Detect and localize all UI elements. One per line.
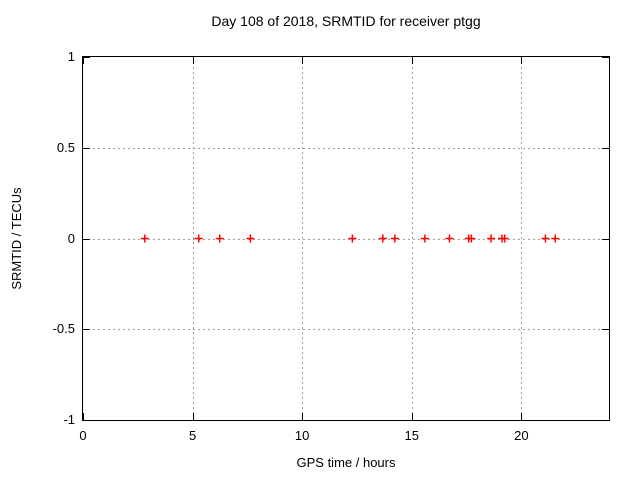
data-point-marker <box>420 234 429 243</box>
data-point-marker <box>445 234 454 243</box>
data-point-marker <box>246 234 255 243</box>
data-point-marker <box>140 234 149 243</box>
y-tick-label: 0 <box>67 230 75 246</box>
data-point-marker <box>551 234 560 243</box>
data-point-marker <box>541 234 550 243</box>
x-tick-label: 10 <box>294 428 310 443</box>
data-point-marker <box>215 234 224 243</box>
data-point-marker <box>390 234 399 243</box>
x-tick-label: 20 <box>514 428 529 443</box>
x-tick-label: 5 <box>188 428 197 443</box>
plot-area <box>82 56 610 421</box>
y-tick-label: -0.5 <box>52 321 75 337</box>
data-point-marker <box>378 234 387 243</box>
data-point-marker <box>467 234 476 243</box>
y-tick-label: 1 <box>67 49 75 64</box>
plot-svg <box>83 57 609 420</box>
y-axis-label: SRMTID / TECUs <box>9 187 24 290</box>
x-tick-label: 15 <box>404 428 419 443</box>
data-point-marker <box>500 234 509 243</box>
x-axis-label: GPS time / hours <box>296 455 396 470</box>
data-point-marker <box>194 234 203 243</box>
data-point-marker <box>487 234 496 243</box>
y-tick-label: -1 <box>63 412 75 427</box>
chart-title: Day 108 of 2018, SRMTID for receiver ptg… <box>211 13 481 29</box>
y-tick-label: 0.5 <box>56 139 75 155</box>
x-tick-label: 0 <box>79 428 87 443</box>
data-point-marker <box>348 234 357 243</box>
